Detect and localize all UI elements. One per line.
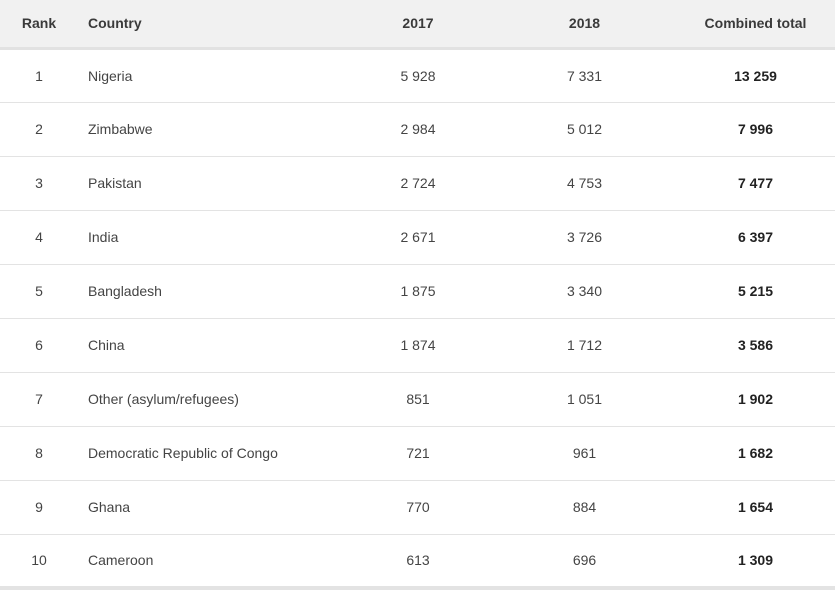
- country-cell: Ghana: [88, 499, 131, 515]
- table-row: 6 China 1 874 1 712 3 586: [0, 318, 835, 372]
- value-2018-cell: 3 340: [566, 283, 603, 299]
- country-cell: Democratic Republic of Congo: [88, 445, 278, 461]
- country-cell: India: [88, 229, 119, 245]
- rank-cell: 2: [35, 121, 43, 137]
- header-row: Rank Country 2017 2018 Combined total: [0, 0, 835, 50]
- value-2018-cell: 4 753: [566, 175, 603, 191]
- value-2018-cell: 884: [572, 499, 597, 515]
- country-cell: Other (asylum/refugees): [88, 391, 239, 407]
- rank-cell: 8: [35, 445, 43, 461]
- value-2017-cell: 851: [406, 391, 430, 407]
- combined-total-cell: 3 586: [737, 337, 774, 353]
- combined-total-cell: 7 996: [737, 121, 774, 137]
- rank-cell: 10: [31, 552, 47, 569]
- country-cell: Pakistan: [88, 175, 142, 191]
- header-2017: 2017: [333, 0, 503, 50]
- value-2017-cell: 1 874: [400, 337, 436, 353]
- value-2017-cell: 2 671: [400, 229, 436, 245]
- value-2017-cell: 613: [406, 552, 430, 569]
- combined-total-cell: 1 654: [737, 499, 774, 515]
- table-row: 1 Nigeria 5 928 7 331 13 259: [0, 48, 835, 102]
- table-row: 8 Democratic Republic of Congo 721 961 1…: [0, 426, 835, 480]
- country-cell: Nigeria: [88, 67, 133, 84]
- value-2017-cell: 2 984: [400, 121, 436, 137]
- rank-cell: 7: [35, 391, 43, 407]
- value-2017-cell: 721: [406, 445, 430, 461]
- value-2018-cell: 696: [572, 552, 597, 569]
- value-2017-cell: 770: [406, 499, 430, 515]
- value-2017-cell: 2 724: [400, 175, 436, 191]
- country-cell: China: [88, 337, 125, 353]
- rank-cell: 6: [35, 337, 43, 353]
- combined-total-cell: 7 477: [737, 175, 774, 191]
- table-row: 2 Zimbabwe 2 984 5 012 7 996: [0, 102, 835, 156]
- rank-cell: 1: [35, 67, 43, 84]
- combined-total-cell: 6 397: [737, 229, 774, 245]
- combined-total-cell: 1 902: [737, 391, 774, 407]
- combined-total-cell: 1 309: [737, 552, 774, 569]
- table-header: Rank Country 2017 2018 Combined total: [0, 0, 835, 50]
- value-2018-cell: 1 712: [566, 337, 603, 353]
- value-2018-cell: 1 051: [566, 391, 603, 407]
- combined-total-cell: 13 259: [734, 67, 777, 84]
- table-row: 3 Pakistan 2 724 4 753 7 477: [0, 156, 835, 210]
- table-row: 9 Ghana 770 884 1 654: [0, 480, 835, 534]
- header-rank: Rank: [0, 0, 78, 50]
- table-row: 7 Other (asylum/refugees) 851 1 051 1 90…: [0, 372, 835, 426]
- value-2018-cell: 5 012: [566, 121, 603, 137]
- country-cell: Cameroon: [88, 552, 154, 569]
- rank-cell: 9: [35, 499, 43, 515]
- table-row: 10 Cameroon 613 696 1 309: [0, 534, 835, 588]
- table-row: 5 Bangladesh 1 875 3 340 5 215: [0, 264, 835, 318]
- country-cell: Zimbabwe: [88, 121, 153, 137]
- value-2018-cell: 3 726: [566, 229, 603, 245]
- combined-total-cell: 1 682: [737, 445, 774, 461]
- rank-cell: 5: [35, 283, 43, 299]
- header-2018: 2018: [503, 0, 666, 50]
- header-country: Country: [78, 0, 333, 50]
- value-2018-cell: 961: [572, 445, 597, 461]
- rank-cell: 4: [35, 229, 43, 245]
- combined-total-cell: 5 215: [737, 283, 774, 299]
- header-combined-total: Combined total: [666, 0, 835, 50]
- table-body: 1 Nigeria 5 928 7 331 13 259 2 Zimbabwe …: [0, 48, 835, 588]
- country-cell: Bangladesh: [88, 283, 162, 299]
- value-2017-cell: 1 875: [400, 283, 436, 299]
- rank-cell: 3: [35, 175, 43, 191]
- value-2018-cell: 7 331: [566, 67, 603, 84]
- value-2017-cell: 5 928: [400, 67, 436, 84]
- table-row: 4 India 2 671 3 726 6 397: [0, 210, 835, 264]
